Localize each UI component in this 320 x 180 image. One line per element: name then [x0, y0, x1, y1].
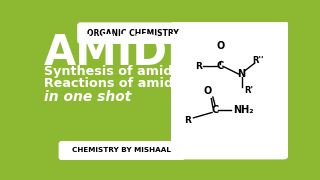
Text: R: R: [196, 62, 202, 71]
Text: O: O: [203, 86, 212, 96]
Text: NH₂: NH₂: [233, 105, 253, 115]
FancyBboxPatch shape: [77, 22, 189, 44]
Text: C: C: [216, 61, 223, 71]
Text: in one shot: in one shot: [44, 90, 131, 104]
Text: Synthesis of amide: Synthesis of amide: [44, 65, 181, 78]
Text: AMIDES: AMIDES: [44, 33, 226, 75]
FancyBboxPatch shape: [59, 141, 185, 160]
Text: R': R': [244, 86, 253, 95]
Text: R'': R'': [252, 56, 264, 65]
Text: N: N: [237, 69, 245, 79]
Text: ORGANIC CHEMISTRY: ORGANIC CHEMISTRY: [87, 29, 179, 38]
Text: C: C: [212, 105, 219, 115]
Text: R: R: [185, 116, 191, 125]
FancyBboxPatch shape: [171, 21, 289, 159]
Text: Reactions of amide: Reactions of amide: [44, 77, 182, 91]
Text: CHEMISTRY BY MISHAAL: CHEMISTRY BY MISHAAL: [72, 147, 171, 153]
Text: O: O: [216, 41, 225, 51]
